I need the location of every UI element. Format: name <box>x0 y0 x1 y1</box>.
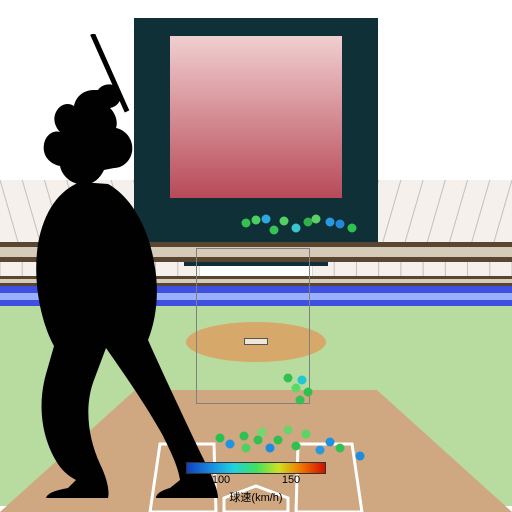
pitch-dot <box>258 428 267 437</box>
pitch-dot <box>262 215 271 224</box>
pitch-dot <box>316 446 325 455</box>
pitch-dot <box>242 444 251 453</box>
pitch-dot <box>284 426 293 435</box>
pitch-dot <box>348 224 357 233</box>
pitch-dot <box>336 444 345 453</box>
pitch-dot <box>326 438 335 447</box>
pitch-dot <box>312 215 321 224</box>
legend-axis-label: 球速(km/h) <box>186 489 326 505</box>
pitch-dot <box>284 374 293 383</box>
batter-silhouette <box>0 34 238 502</box>
pitch-dot <box>280 217 289 226</box>
pitch-dot <box>292 384 301 393</box>
pitch-dot <box>302 430 311 439</box>
pitch-location-chart: 100 150 球速(km/h) <box>0 0 512 512</box>
pitch-dot <box>326 218 335 227</box>
pitch-dot <box>356 452 365 461</box>
pitch-dot <box>242 219 251 228</box>
pitch-dot <box>270 226 279 235</box>
legend-ticks: 100 150 <box>186 474 326 488</box>
pitch-dot <box>240 432 249 441</box>
legend-tick: 150 <box>282 474 300 486</box>
pitch-dot <box>292 442 301 451</box>
pitch-dot <box>292 224 301 233</box>
pitch-dot <box>298 376 307 385</box>
pitch-dot <box>266 444 275 453</box>
color-legend: 100 150 球速(km/h) <box>186 462 326 505</box>
pitch-dot <box>296 396 305 405</box>
pitch-dot <box>336 220 345 229</box>
pitch-dot <box>304 388 313 397</box>
pitch-dot <box>274 436 283 445</box>
pitch-dot <box>252 216 261 225</box>
legend-tick: 100 <box>212 474 230 486</box>
legend-colorbar <box>186 462 326 474</box>
pitch-dot <box>254 436 263 445</box>
